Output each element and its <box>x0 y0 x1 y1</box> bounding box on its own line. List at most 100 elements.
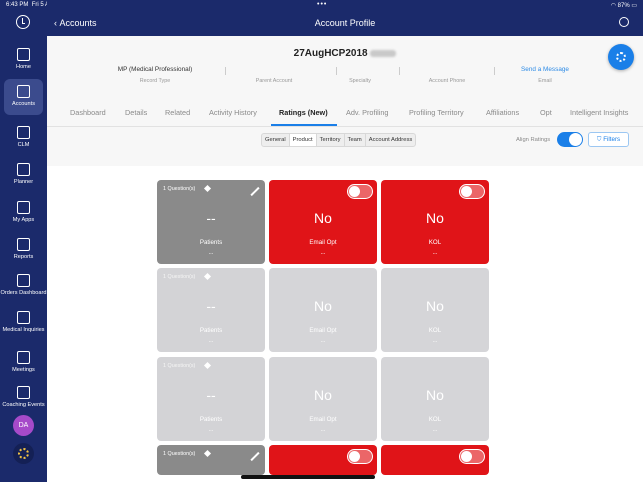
rating-card[interactable]: No KOL... <box>381 180 489 264</box>
subtab-team[interactable]: Team <box>345 134 366 146</box>
sidebar-item-my-apps[interactable]: My Apps <box>0 195 47 231</box>
sidebar-item-label: Coaching Events <box>2 402 45 408</box>
wifi-icon: ◠ <box>610 3 616 9</box>
sidebar-item-accounts[interactable]: Accounts <box>4 79 43 115</box>
rating-value: No <box>314 387 332 403</box>
sidebar-item-label: Accounts <box>11 101 35 107</box>
sidebar-item-clm[interactable]: CLM <box>0 120 47 156</box>
rating-card[interactable]: No KOL... <box>381 357 489 441</box>
chevron-left-icon: ‹ <box>54 18 57 28</box>
rating-card[interactable]: 1 Question(s) <box>157 445 265 475</box>
tab-opt[interactable]: Opt <box>540 108 552 117</box>
tab-dashboard[interactable]: Dashboard <box>70 108 106 117</box>
bar-chart-icon <box>17 238 30 251</box>
align-ratings-toggle[interactable] <box>557 132 583 147</box>
profile-tabs: Dashboard Details Related Activity Histo… <box>47 101 643 127</box>
field-specialty: Specialty <box>349 78 371 84</box>
sidebar-item-medical-inquiries[interactable]: Medical Inquiries <box>0 305 47 341</box>
filters-button[interactable]: ⛉ Filters <box>588 132 629 147</box>
rating-value: No <box>426 387 444 403</box>
sidebar-item-label: Home <box>16 64 31 70</box>
rating-detail: ... <box>208 338 214 344</box>
rating-toggle[interactable] <box>459 184 485 199</box>
rating-card[interactable]: 1 Question(s) -- Patients... <box>157 268 265 352</box>
rating-card[interactable]: No Email Opt... <box>269 180 377 264</box>
tab-activity-history[interactable]: Activity History <box>209 108 257 117</box>
rating-card[interactable]: 1 Question(s) -- Patients... <box>157 357 265 441</box>
sidebar-item-reports[interactable]: Reports <box>0 232 47 268</box>
field-parent-account: Parent Account <box>255 78 293 84</box>
rating-toggle[interactable] <box>347 184 373 199</box>
rating-value: No <box>314 210 332 226</box>
back-button[interactable]: ‹ Accounts <box>54 18 97 28</box>
question-count: 1 Question(s) <box>163 363 196 369</box>
avatar[interactable]: DA <box>13 415 34 436</box>
diamond-icon <box>203 184 212 193</box>
sidebar-item-home[interactable]: Home <box>0 42 47 78</box>
rating-detail: ... <box>320 427 326 433</box>
sidebar-item-label: My Apps <box>12 217 35 223</box>
battery-status: ◠ 87% ▭ <box>610 3 637 9</box>
sidebar-item-label: Medical Inquiries <box>2 327 45 333</box>
rating-toggle[interactable] <box>347 449 373 464</box>
rating-detail: ... <box>432 427 438 433</box>
sidebar-item-label: Meetings <box>12 367 35 373</box>
rating-value: -- <box>206 210 216 226</box>
tab-affiliations[interactable]: Affiliations <box>486 108 520 117</box>
subtab-general[interactable]: General <box>262 134 290 146</box>
rating-detail: ... <box>208 427 214 433</box>
apps-icon <box>616 52 626 62</box>
rating-card[interactable]: No Email Opt... <box>269 268 377 352</box>
pencil-icon[interactable] <box>250 186 260 197</box>
question-count: 1 Question(s) <box>163 274 196 280</box>
calendar-icon <box>17 163 30 176</box>
sidebar-item-label: Planner <box>13 179 34 185</box>
subtab-territory[interactable]: Territory <box>317 134 345 146</box>
tab-adv-profiling[interactable]: Adv. Profiling <box>346 108 389 117</box>
rating-value: No <box>314 298 332 314</box>
pencil-icon[interactable] <box>250 451 260 462</box>
rating-card[interactable]: No Email Opt... <box>269 357 377 441</box>
options-icon[interactable] <box>619 17 629 27</box>
rating-value: -- <box>206 298 216 314</box>
rating-toggle[interactable] <box>459 449 485 464</box>
home-indicator[interactable] <box>241 475 375 479</box>
clock-icon[interactable] <box>16 15 30 29</box>
sidebar-item-planner[interactable]: Planner <box>0 157 47 193</box>
rating-card[interactable] <box>381 445 489 475</box>
tab-ratings-new[interactable]: Ratings (New) <box>279 108 328 117</box>
sidebar-item-orders-dashboard[interactable]: Orders Dashboard <box>0 268 47 304</box>
tab-profiling-territory[interactable]: Profiling Territory <box>409 108 464 117</box>
account-name: 27AugHCP2018 <box>47 48 643 59</box>
subtab-product[interactable]: Product <box>289 134 317 146</box>
rating-label: Email Opt <box>309 416 337 423</box>
diamond-icon <box>203 361 212 370</box>
send-message-link[interactable]: Send a Message <box>521 66 569 73</box>
rating-label: Patients <box>199 327 223 334</box>
multitask-dots[interactable]: ••• <box>317 1 328 8</box>
rating-label: Email Opt <box>309 327 337 334</box>
people-icon <box>17 351 30 364</box>
settings-icon[interactable] <box>13 443 34 464</box>
rating-card[interactable]: 1 Question(s) -- Patients... <box>157 180 265 264</box>
question-count: 1 Question(s) <box>163 451 196 457</box>
rating-label: Email Opt <box>309 239 337 246</box>
rating-card[interactable] <box>269 445 377 475</box>
rating-detail: ... <box>208 250 214 256</box>
ratings-subtabs: General Product Territory Team Account A… <box>261 133 417 147</box>
page-title: Account Profile <box>314 18 376 28</box>
accounts-icon <box>17 85 30 98</box>
quick-action-button[interactable] <box>608 44 634 70</box>
tab-related[interactable]: Related <box>165 108 191 117</box>
sidebar-item-coaching-events[interactable]: Coaching Events <box>0 380 47 416</box>
presentation-icon <box>17 126 30 139</box>
battery-icon: ▭ <box>631 3 637 9</box>
sidebar-item-meetings[interactable]: Meetings <box>0 345 47 381</box>
cart-icon <box>17 274 30 287</box>
tab-intelligent-insights[interactable]: Intelligent Insights <box>570 108 629 117</box>
tab-details[interactable]: Details <box>125 108 148 117</box>
rating-card[interactable]: No KOL... <box>381 268 489 352</box>
rating-detail: ... <box>320 250 326 256</box>
sidebar-item-label: Orders Dashboard <box>0 290 47 296</box>
subtab-account-address[interactable]: Account Address <box>368 137 413 143</box>
